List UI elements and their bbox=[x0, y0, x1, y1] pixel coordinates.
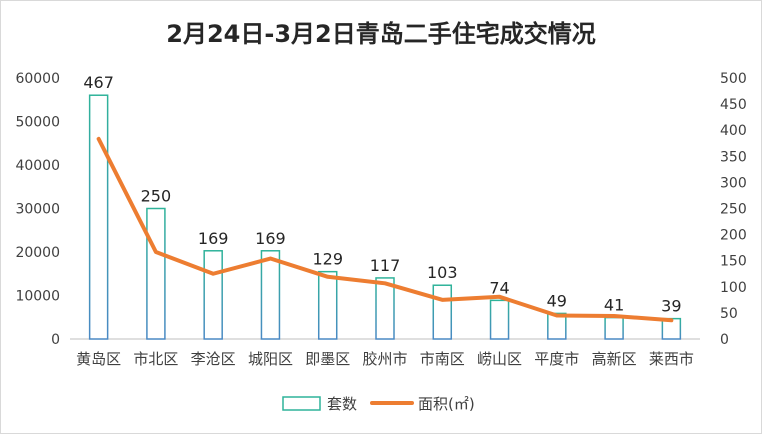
right-axis-tick: 200 bbox=[720, 228, 747, 244]
category-label: 胶州市 bbox=[362, 350, 407, 368]
bar-data-label: 467 bbox=[83, 73, 114, 92]
left-axis-tick: 40000 bbox=[15, 158, 60, 174]
right-axis-tick: 350 bbox=[720, 149, 747, 165]
bar-data-label: 129 bbox=[312, 250, 343, 269]
right-axis-tick: 300 bbox=[720, 175, 747, 191]
right-axis-tick: 450 bbox=[720, 97, 747, 113]
category-label: 城阳区 bbox=[248, 350, 293, 368]
bar-data-label: 74 bbox=[489, 278, 509, 297]
bar bbox=[146, 207, 166, 340]
left-axis: 0 10000 20000 30000 40000 50000 60000 bbox=[15, 71, 60, 348]
right-axis: 0 50 100 150 200 250 300 350 400 450 500 bbox=[720, 71, 747, 348]
right-axis-tick: 0 bbox=[720, 332, 729, 348]
line-series bbox=[96, 136, 674, 323]
left-axis-tick: 10000 bbox=[15, 289, 60, 305]
bar bbox=[604, 316, 624, 340]
legend-swatch-bar bbox=[282, 396, 321, 411]
legend-label-line: 面积(㎡) bbox=[418, 395, 475, 413]
bar-data-label: 41 bbox=[604, 296, 624, 315]
bar-series bbox=[88, 94, 682, 340]
legend-label-bar: 套数 bbox=[327, 395, 357, 413]
right-axis-tick: 50 bbox=[720, 306, 738, 322]
category-label: 平度市 bbox=[534, 350, 579, 368]
category-label: 崂山区 bbox=[477, 350, 522, 368]
data-labels: 467 250 169 169 129 117 103 74 49 41 39 bbox=[83, 73, 681, 315]
legend: 套数 面积(㎡) bbox=[282, 395, 475, 413]
bar bbox=[489, 299, 510, 340]
category-label: 黄岛区 bbox=[76, 350, 121, 368]
right-axis-tick: 250 bbox=[720, 202, 747, 218]
left-axis-tick: 0 bbox=[51, 332, 60, 348]
bar-data-label: 250 bbox=[141, 187, 172, 206]
category-label: 高新区 bbox=[592, 350, 637, 368]
area-line bbox=[96, 136, 674, 323]
bar bbox=[88, 94, 109, 340]
bar-data-label: 169 bbox=[198, 229, 229, 248]
category-label: 市北区 bbox=[133, 350, 178, 368]
bar-data-label: 169 bbox=[255, 229, 286, 248]
right-axis-tick: 100 bbox=[720, 280, 747, 296]
category-labels: 黄岛区 市北区 李沧区 城阳区 即墨区 胶州市 市南区 崂山区 平度市 高新区 莱西市 bbox=[76, 350, 694, 368]
right-axis-tick: 400 bbox=[720, 123, 747, 139]
bar-data-label: 49 bbox=[547, 291, 567, 310]
category-label: 莱西市 bbox=[649, 350, 694, 368]
right-axis-tick: 150 bbox=[720, 254, 747, 270]
right-axis-tick: 500 bbox=[720, 71, 747, 87]
left-axis-tick: 30000 bbox=[15, 202, 60, 218]
left-axis-tick: 20000 bbox=[15, 245, 60, 261]
left-axis-tick: 50000 bbox=[15, 115, 60, 131]
bar-data-label: 117 bbox=[370, 256, 401, 275]
bar-data-label: 39 bbox=[661, 297, 681, 316]
bar-data-label: 103 bbox=[427, 263, 458, 282]
category-label: 李沧区 bbox=[191, 350, 236, 368]
bar bbox=[260, 250, 281, 340]
bar bbox=[375, 277, 395, 340]
bar bbox=[203, 250, 223, 340]
bar bbox=[317, 270, 338, 340]
category-label: 市南区 bbox=[420, 350, 465, 368]
category-label: 即墨区 bbox=[305, 350, 350, 368]
bar bbox=[432, 284, 453, 340]
left-axis-tick: 60000 bbox=[15, 71, 60, 87]
chart-title: 2月24日-3月2日青岛二手住宅成交情况 bbox=[166, 20, 595, 48]
